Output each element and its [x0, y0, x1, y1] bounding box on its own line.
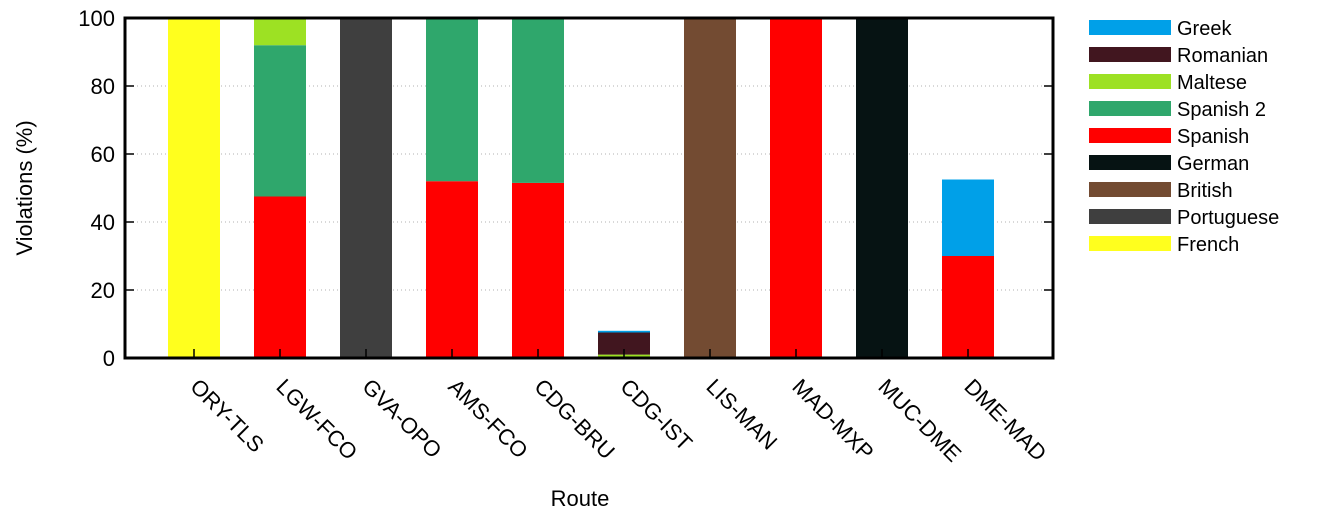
legend-swatch — [1089, 236, 1171, 251]
bar-segment — [942, 256, 994, 358]
legend-swatch — [1089, 101, 1171, 116]
legend-swatch — [1089, 74, 1171, 89]
bar-segment — [254, 196, 306, 358]
y-tick-label: 40 — [91, 210, 115, 235]
x-tick-label: CDG-IST — [615, 374, 697, 456]
bar-segment — [426, 18, 478, 182]
x-tick-label: ORY-TLS — [185, 374, 268, 457]
x-tick-label: AMS-FCO — [443, 374, 532, 463]
legend-label: British — [1177, 180, 1233, 202]
legend-label: Spanish — [1177, 126, 1249, 148]
y-tick-label: 20 — [91, 278, 115, 303]
legend: Greek Romanian Maltese Spanish 2 Spanish Germ… — [1089, 18, 1279, 256]
legend-label: German — [1177, 153, 1249, 175]
x-tick-label: MUC-DME — [873, 374, 966, 467]
plot-frame — [123, 16, 1055, 360]
bar-segment — [512, 182, 564, 358]
y-tick-label: 80 — [91, 74, 115, 99]
y-axis-ticks: 0 20 40 60 80 100 — [78, 6, 1053, 371]
bar-segment — [254, 45, 306, 197]
x-tick-label: LIS-MAN — [701, 374, 782, 455]
x-tick-label: MAD-MXP — [787, 374, 878, 465]
bar-segment — [942, 179, 994, 256]
y-tick-label: 0 — [103, 346, 115, 371]
bar-segment — [856, 18, 908, 358]
legend-swatch — [1089, 47, 1171, 62]
legend-label: Romanian — [1177, 45, 1268, 67]
legend-label: Greek — [1177, 18, 1232, 40]
bar-segment — [512, 18, 564, 183]
bar-segment — [340, 18, 392, 358]
legend-swatch — [1089, 155, 1171, 170]
x-tick-label: CDG-BRU — [529, 374, 619, 464]
legend-label: Maltese — [1177, 72, 1247, 94]
grid-lines — [125, 85, 1053, 291]
legend-label: French — [1177, 234, 1239, 256]
bar-segment — [426, 181, 478, 358]
x-axis-ticks: ORY-TLS LGW-FCOGVA-OPOAMS-FCOCDG-BRUCDG-I… — [185, 349, 1051, 467]
legend-label: Portuguese — [1177, 207, 1279, 229]
x-tick-label: DME-MAD — [959, 374, 1051, 466]
bar-segment — [598, 332, 650, 355]
y-tick-label: 100 — [78, 6, 115, 31]
y-axis-label: Violations (%) — [12, 120, 37, 255]
bar-segment — [168, 18, 220, 358]
x-axis-label: Route — [551, 486, 610, 511]
x-tick-label: LGW-FCO — [271, 374, 362, 465]
x-tick-label: GVA-OPO — [357, 374, 446, 463]
bars-layer — [168, 18, 994, 358]
y-tick-label: 60 — [91, 142, 115, 167]
legend-swatch — [1089, 128, 1171, 143]
bar-segment — [254, 18, 306, 46]
bar-segment — [598, 330, 650, 333]
legend-swatch — [1089, 182, 1171, 197]
legend-label: Spanish 2 — [1177, 99, 1266, 121]
legend-swatch — [1089, 20, 1171, 35]
legend-swatch — [1089, 209, 1171, 224]
bar-segment — [770, 18, 822, 358]
bar-segment — [684, 18, 736, 358]
